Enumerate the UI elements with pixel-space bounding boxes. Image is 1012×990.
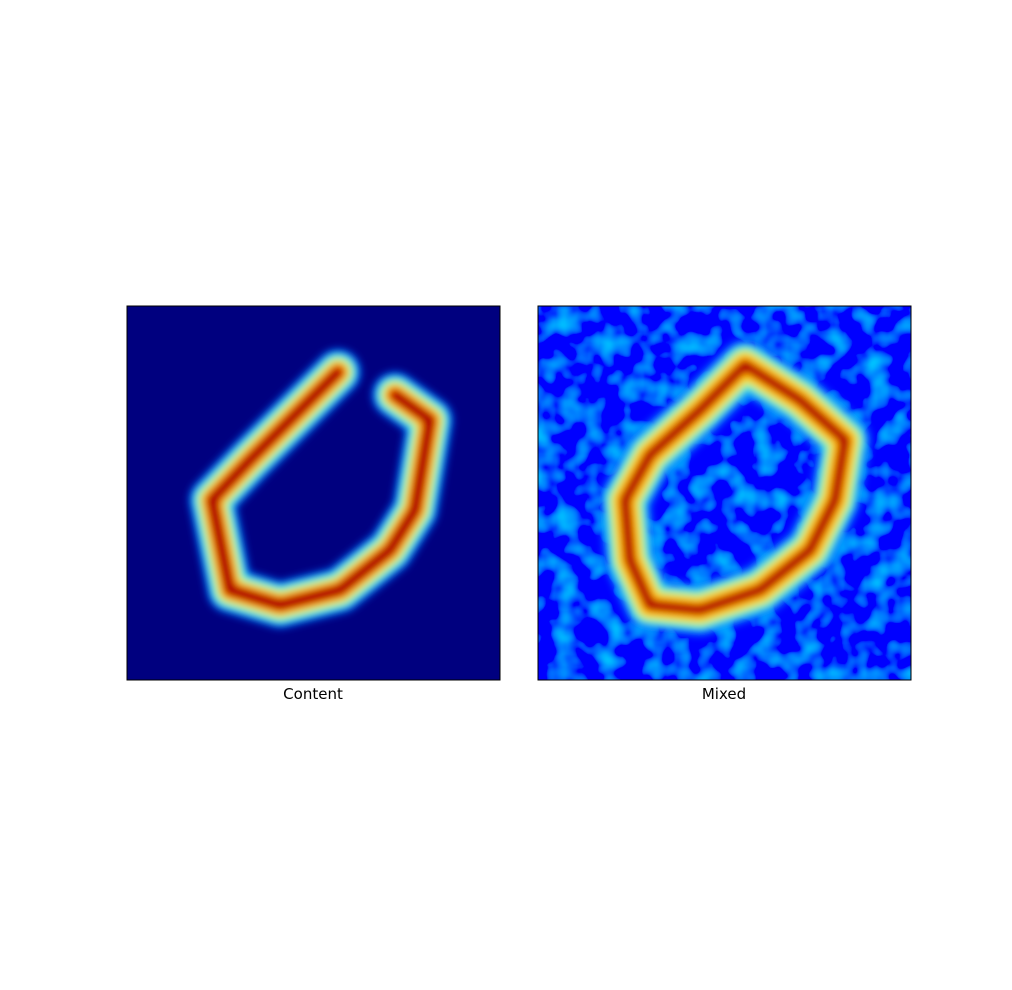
panel-label: Content — [283, 685, 343, 703]
mixed-image — [538, 306, 911, 680]
axes-frame — [537, 305, 912, 681]
content-image — [127, 306, 500, 680]
panel-label: Mixed — [702, 685, 746, 703]
image-background — [127, 306, 500, 680]
axes-frame — [126, 305, 501, 681]
digit-stroke — [189, 349, 453, 628]
digit-stroke — [600, 340, 870, 635]
